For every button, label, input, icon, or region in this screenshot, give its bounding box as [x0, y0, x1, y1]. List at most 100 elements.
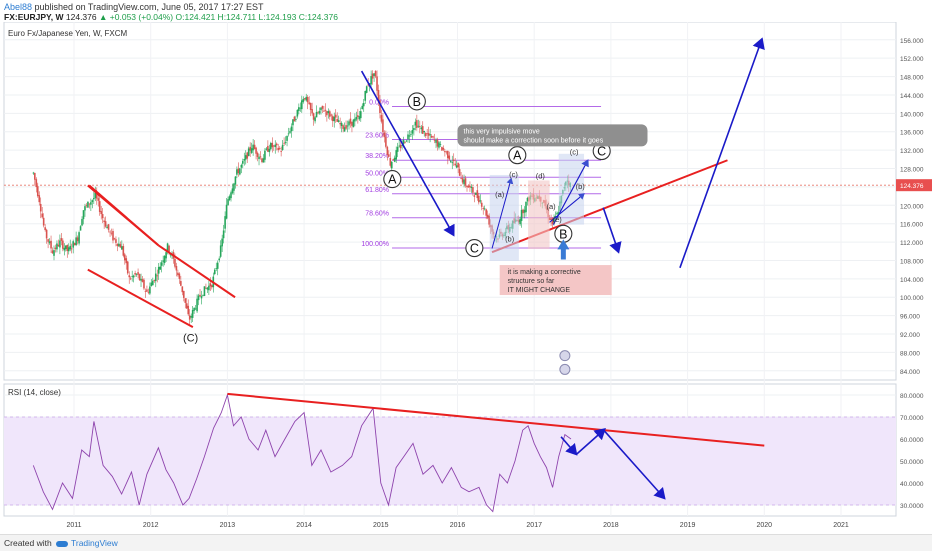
note-text: this very impulsive move	[464, 128, 540, 135]
candle-body	[54, 247, 57, 250]
sub-wave-label: (a)	[495, 190, 505, 199]
candle-body	[154, 273, 157, 282]
candle-body	[72, 241, 74, 248]
candle-body	[317, 112, 319, 114]
candle-body	[414, 121, 417, 126]
candle-body	[221, 238, 223, 247]
candle-body	[410, 134, 412, 135]
candle-body	[35, 179, 38, 188]
candle-body	[42, 217, 45, 226]
candle-body	[349, 118, 352, 124]
publish-text: published on TradingView.com, June 05, 2…	[32, 2, 264, 12]
candle-body	[94, 192, 97, 199]
candle-body	[476, 190, 479, 199]
candle-body	[243, 159, 246, 161]
tradingview-logo[interactable]: TradingView	[56, 538, 118, 548]
candle-body	[152, 280, 154, 286]
candle-body	[97, 198, 100, 201]
candle-body	[281, 144, 284, 150]
fib-level-label: 50.00%	[365, 170, 389, 177]
candle-body	[143, 279, 145, 289]
candle-body	[477, 195, 480, 203]
candle-body	[379, 100, 381, 114]
candle-body	[264, 150, 266, 160]
candle-body	[177, 272, 179, 276]
rsi-axis-label: 30.0000	[900, 503, 924, 510]
chart-header: Abel88 published on TradingView.com, Jun…	[0, 0, 932, 22]
candle-body	[209, 283, 212, 287]
candle-body	[267, 145, 269, 152]
candle-body	[270, 142, 272, 150]
candle-body	[429, 134, 431, 136]
candle-body	[411, 130, 414, 134]
candle-body	[526, 197, 529, 202]
candle-body	[424, 133, 427, 136]
time-axis-label: 2012	[143, 522, 159, 529]
candle-body	[302, 98, 305, 102]
candle-body	[188, 315, 191, 320]
candle-body	[323, 110, 325, 112]
candle-body	[227, 199, 229, 205]
candle-body	[355, 116, 358, 120]
rsi-axis-label: 50.0000	[900, 459, 924, 466]
candle-body	[364, 90, 367, 101]
forecast-arrow	[602, 207, 622, 254]
wave-label: C	[597, 145, 606, 159]
chart-area[interactable]: 156.000 152.000 148.000 144.000 140.000 136.0…	[0, 22, 932, 534]
candle-body	[59, 240, 61, 248]
candle-body	[485, 209, 487, 216]
candle-body	[458, 169, 461, 176]
wave-label: C	[470, 242, 479, 256]
candle-body	[146, 289, 148, 292]
candle-body	[275, 143, 278, 146]
candle-body	[418, 126, 421, 127]
candle-body	[252, 144, 254, 151]
ohlc-values: O:124.421 H:124.711 L:124.193 C:124.376	[175, 12, 338, 22]
symbol-info: FX:EURJPY, W 124.376 ▲ +0.053 (+0.04%) O…	[4, 12, 338, 22]
symbol-name: FX:EURJPY, W	[4, 12, 64, 22]
candle-body	[447, 150, 449, 159]
candle-body	[156, 275, 159, 277]
candle-body	[320, 107, 322, 111]
candle-body	[247, 148, 250, 156]
candle-body	[137, 272, 139, 275]
price-axis-label: 116.000	[900, 222, 923, 229]
candle-body	[556, 213, 558, 215]
wave-circle	[383, 170, 402, 189]
candle-body	[361, 105, 364, 110]
candle-body	[430, 135, 433, 138]
candle-body	[354, 118, 356, 122]
candle-body	[138, 274, 141, 281]
candle-body	[380, 115, 383, 122]
candle-body	[70, 248, 73, 250]
time-axis-label: 2017	[526, 522, 542, 529]
wave-circle	[508, 146, 527, 165]
candle-body	[398, 145, 400, 147]
candle-body	[121, 246, 123, 250]
candle-body	[374, 71, 377, 77]
sub-wave-label: (c)	[570, 147, 579, 156]
candle-body	[280, 151, 282, 152]
candle-body	[169, 254, 172, 256]
candle-body	[382, 119, 384, 133]
candle-body	[300, 100, 303, 110]
candle-body	[211, 285, 213, 288]
candle-body	[115, 239, 117, 243]
candle-body	[283, 142, 285, 144]
candle-body	[303, 98, 306, 100]
candle-body	[194, 308, 197, 310]
candle-body	[309, 102, 312, 111]
candle-body	[90, 202, 92, 205]
publish-info: Abel88 published on TradingView.com, Jun…	[4, 2, 264, 12]
candle-body	[175, 265, 178, 271]
candle-body	[388, 154, 390, 157]
candle-body	[392, 159, 395, 161]
author-link[interactable]: Abel88	[4, 2, 33, 12]
candle-body	[88, 203, 91, 205]
candle-body	[407, 134, 409, 140]
candle-body	[358, 116, 361, 120]
candle-body	[271, 142, 274, 148]
candle-body	[258, 156, 260, 160]
candle-body	[346, 125, 349, 127]
note-callout-pink	[499, 265, 612, 296]
